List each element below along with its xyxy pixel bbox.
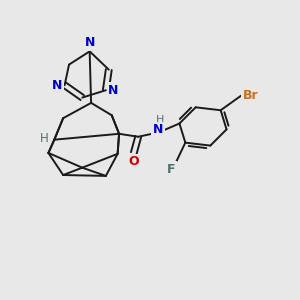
Text: N: N	[153, 124, 163, 136]
Text: N: N	[108, 84, 118, 97]
Text: O: O	[128, 155, 139, 168]
Text: H: H	[156, 115, 164, 125]
Text: Br: Br	[243, 89, 258, 102]
Text: H: H	[40, 132, 48, 145]
Text: F: F	[167, 163, 175, 176]
Text: N: N	[52, 79, 62, 92]
Text: N: N	[85, 36, 95, 49]
